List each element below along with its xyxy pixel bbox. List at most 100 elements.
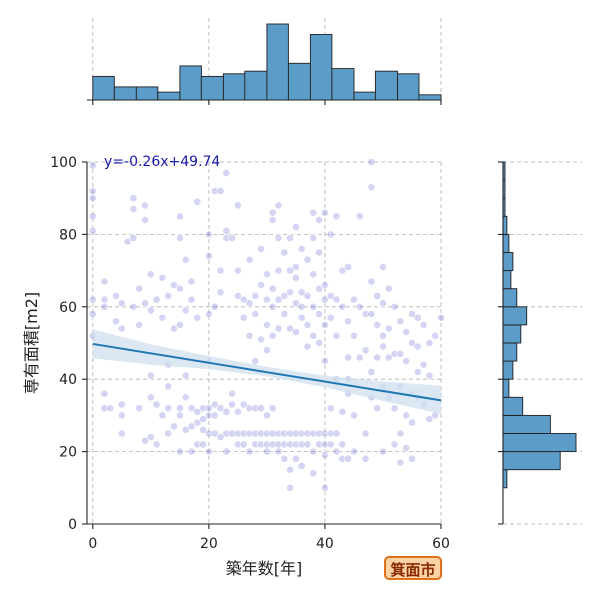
scatter-point [291,273,300,282]
scatter-point [286,465,294,474]
top-hist-bar [309,34,333,101]
scatter-point [158,313,167,322]
scatter-point [141,201,149,210]
scatter-point [268,215,277,224]
y-tick-label: 80 [59,227,77,243]
top-hist-bar [179,65,202,101]
scatter-point [297,462,306,470]
scatter-point [262,270,271,279]
scatter-point [332,331,341,340]
scatter-point [274,295,283,304]
scatter-point [390,440,399,449]
scatter-point [216,433,225,441]
scatter-point [274,447,283,456]
scatter-point [291,299,300,308]
scatter-point [199,404,207,413]
scatter-point [146,393,155,402]
scatter-point [117,429,126,438]
scatter-point [379,331,387,340]
right-hist-bar [502,378,510,398]
scatter-point [309,302,318,311]
scatter-point [361,454,370,463]
scatter-point [320,281,329,289]
scatter-point [204,230,213,239]
scatter-point [326,313,335,322]
scatter-point [379,342,387,351]
scatter-point [268,302,277,311]
scatter-point [396,349,405,358]
scatter-point [216,187,225,195]
scatter-point [367,158,376,166]
scatter-point [332,295,341,304]
scatter-point [320,440,329,449]
scatter-point [320,357,329,365]
scatter-point [193,313,202,322]
scatter-point [245,404,254,413]
scatter-point [419,320,428,329]
scatter-point [245,299,254,308]
scatter-point [320,295,329,304]
scatter-point [239,440,248,449]
scatter-point [332,447,341,456]
scatter-point [291,263,300,271]
scatter-point [204,310,213,318]
top-histogram [87,18,442,105]
scatter-point [373,320,382,329]
scatter-point [390,302,399,311]
scatter-point [425,339,434,347]
scatter-point [379,447,387,456]
scatter-point [135,284,144,293]
scatter-point [413,342,422,351]
scatter-point [187,295,196,304]
right-hist-bar [502,451,561,471]
scatter-point [146,306,155,315]
scatter-point [361,429,370,438]
scatter-point [390,404,399,413]
scatter-point [210,302,219,311]
scatter-point [286,440,294,449]
scatter-point [170,281,178,289]
scatter-point [315,284,323,293]
scatter-point [222,447,231,456]
scatter-point [204,429,213,438]
scatter-point [257,440,265,449]
scatter-point [280,454,289,463]
scatter-point [361,310,370,318]
scatter-point [413,368,422,376]
scatter-point [291,429,300,438]
scatter-point [280,291,289,300]
scatter-point [326,230,335,239]
scatter-point [216,266,225,275]
scatter-point [280,310,289,318]
top-hist-bar [222,73,246,101]
scatter-point [425,371,434,380]
scatter-point [152,400,161,409]
y-axis-label: 専有面積[m2] [22,292,41,394]
scatter-point [228,389,236,398]
scatter-point [181,393,190,402]
scatter-point [158,411,167,420]
scatter-point [309,208,318,217]
scatter-point [239,429,248,438]
scatter-point [379,263,387,271]
scatter-point [268,429,277,438]
right-hist-bar [502,433,577,453]
scatter-point [199,425,207,434]
scatter-point [274,266,283,275]
scatter-point [233,440,242,449]
scatter-point [210,411,219,420]
scatter-point [146,371,155,380]
scatter-point [88,212,97,221]
scatter-point [181,306,190,315]
scatter-point [425,415,434,423]
scatter-point [262,429,271,438]
scatter-point [332,212,341,221]
scatter-point [361,346,370,355]
scatter-point [431,331,440,340]
scatter-point [408,339,416,347]
scatter-point [373,353,382,362]
scatter-point [367,183,376,192]
right-hist-bar [502,469,508,489]
scatter-point [338,266,347,275]
